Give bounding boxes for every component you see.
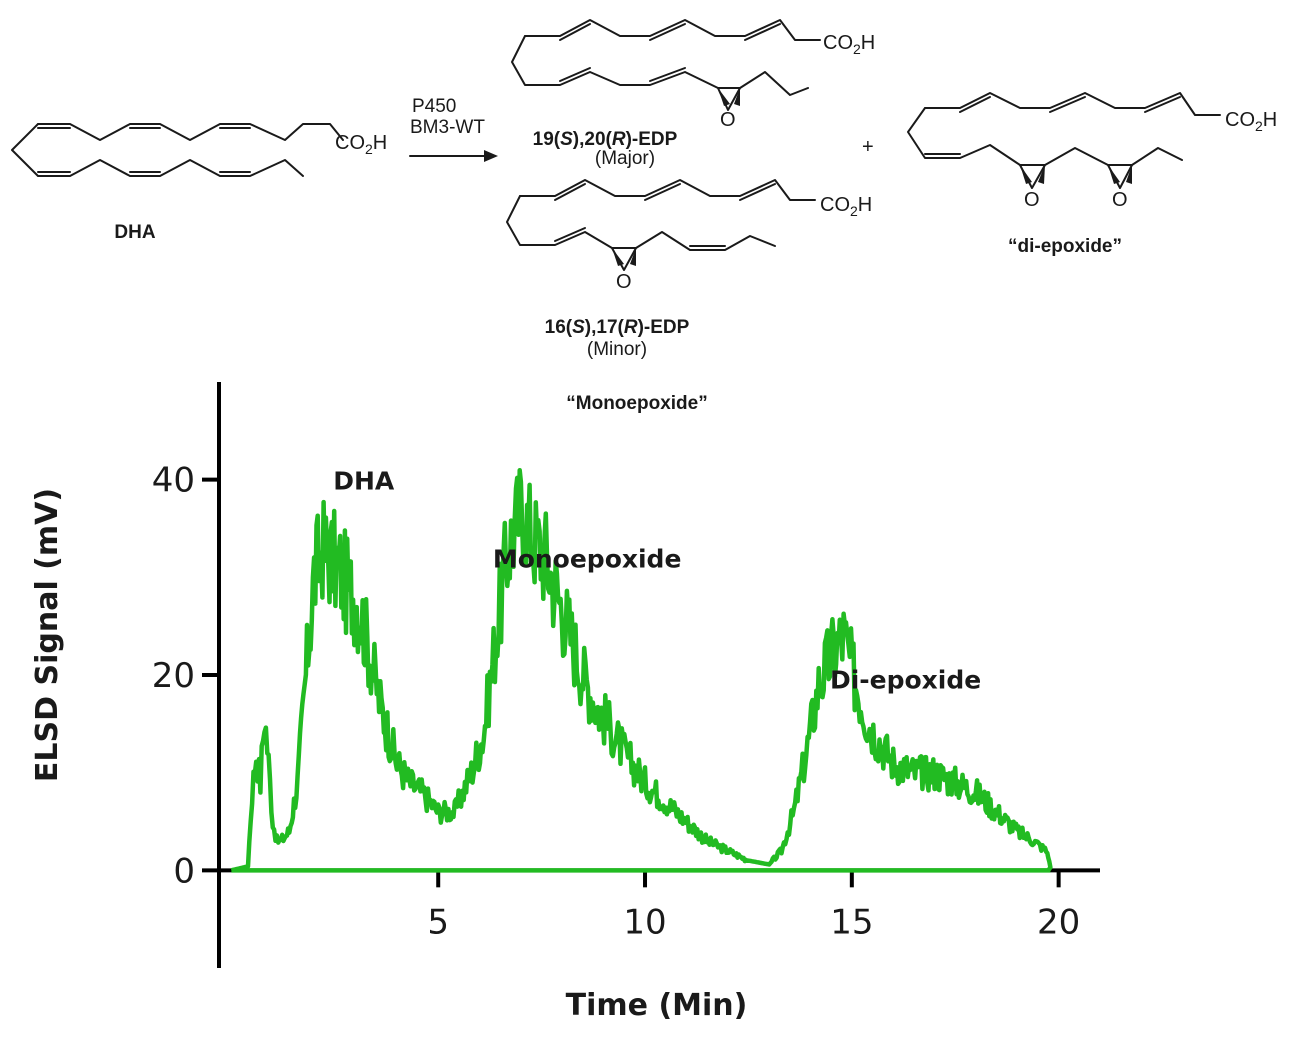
peak-label-monoepoxide: Monoepoxide: [493, 545, 682, 574]
dha-structure: CO2H DHA: [11, 123, 387, 243]
product1-major-note: (Major): [595, 148, 655, 169]
product2-co2h-label: CO2H: [820, 194, 872, 219]
reagent-bm3-wt: BM3-WT: [410, 117, 485, 138]
peak-label-dha: DHA: [333, 466, 395, 495]
chromatogram-chart: 0 20 40 5 10 15 20 Time (Min) ELSD Signal (mV) DH…: [30, 382, 1100, 1023]
reaction-scheme: CO2H DHA P450 BM3-WT O CO2H 19(S),20(R)-…: [11, 19, 1277, 414]
peak-label-di-epoxide: Di-epoxide: [830, 666, 981, 695]
dha-structure-label: DHA: [114, 222, 155, 243]
y-axis-label: ELSD Signal (mV): [30, 488, 65, 782]
product2-name: 16(S),17(R)-EDP: [545, 317, 690, 338]
x-tick-label: 15: [830, 902, 873, 942]
x-tick-label: 20: [1037, 902, 1080, 942]
reaction-arrow: P450 BM3-WT: [409, 96, 498, 162]
product-16-17-edp-structure: O CO2H 16(S),17(R)-EDP (Minor): [506, 179, 872, 360]
di-epoxide-structure: O O CO2H “di-epoxide”: [907, 92, 1277, 257]
x-axis-label: Time (Min): [566, 988, 748, 1023]
di-epoxide-co2h-label: CO2H: [1225, 109, 1277, 134]
monoepoxide-group-label: “Monoepoxide”: [566, 393, 707, 414]
di-epoxide-oxygen-2: O: [1112, 189, 1128, 211]
reagent-p450: P450: [412, 96, 456, 117]
product2-epoxide-oxygen: O: [616, 271, 632, 293]
y-tick-label: 40: [152, 461, 195, 501]
x-tick-label: 5: [427, 902, 449, 942]
product-19-20-edp-structure: O CO2H 19(S),20(R)-EDP (Major): [511, 19, 875, 169]
product1-co2h-label: CO2H: [823, 32, 875, 57]
product1-epoxide-oxygen: O: [720, 109, 736, 131]
product2-minor-note: (Minor): [587, 339, 647, 360]
dha-co2h-label: CO2H: [335, 132, 387, 157]
x-tick-label: 10: [623, 902, 666, 942]
di-epoxide-label: “di-epoxide”: [1008, 236, 1122, 257]
di-epoxide-oxygen-1: O: [1024, 189, 1040, 211]
product1-name: 19(S),20(R)-EDP: [533, 129, 678, 150]
y-tick-label: 0: [173, 851, 195, 891]
plus-sign: +: [862, 136, 874, 158]
y-tick-label: 20: [152, 656, 195, 696]
elsd-trace-line: [230, 468, 1053, 873]
